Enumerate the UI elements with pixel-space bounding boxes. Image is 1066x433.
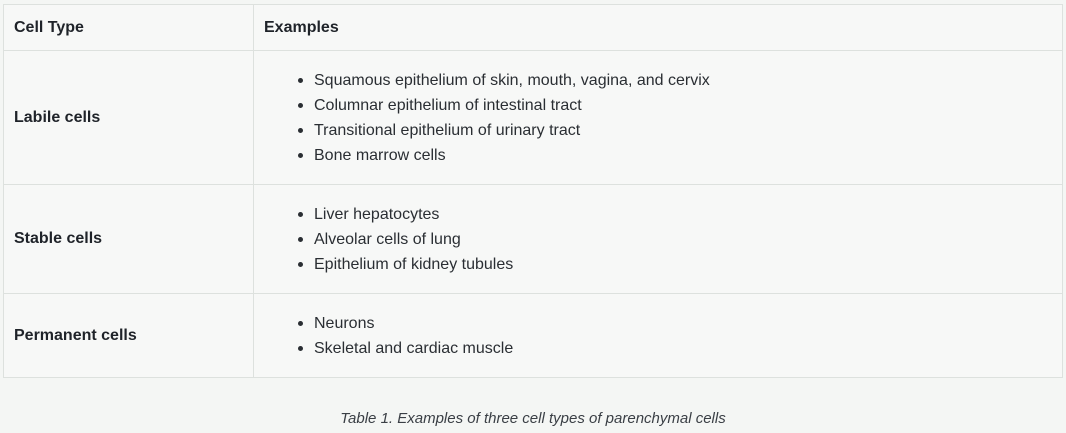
examples-cell: Liver hepatocytes Alveolar cells of lung…: [253, 184, 1063, 294]
list-item: Epithelium of kidney tubules: [298, 252, 1052, 277]
table-row: Permanent cells Neurons Skeletal and car…: [3, 293, 1063, 378]
cell-type-label: Stable cells: [3, 184, 254, 294]
list-item: Transitional epithelium of urinary tract: [298, 118, 1052, 143]
examples-list: Neurons Skeletal and cardiac muscle: [264, 311, 1052, 361]
cell-type-label: Labile cells: [3, 50, 254, 185]
cell-types-table-container: Cell Type Examples Labile cells Squamous…: [3, 4, 1063, 378]
list-item: Bone marrow cells: [298, 143, 1052, 168]
list-item: Neurons: [298, 311, 1052, 336]
list-item: Alveolar cells of lung: [298, 227, 1052, 252]
list-item: Liver hepatocytes: [298, 202, 1052, 227]
header-examples: Examples: [253, 4, 1063, 51]
cell-type-label: Permanent cells: [3, 293, 254, 378]
list-item: Skeletal and cardiac muscle: [298, 336, 1052, 361]
list-item: Columnar epithelium of intestinal tract: [298, 93, 1052, 118]
table-row: Stable cells Liver hepatocytes Alveolar …: [3, 184, 1063, 294]
examples-cell: Squamous epithelium of skin, mouth, vagi…: [253, 50, 1063, 185]
table-row: Labile cells Squamous epithelium of skin…: [3, 50, 1063, 185]
cell-types-table: Cell Type Examples Labile cells Squamous…: [3, 4, 1063, 378]
list-item: Squamous epithelium of skin, mouth, vagi…: [298, 68, 1052, 93]
header-cell-type: Cell Type: [3, 4, 254, 51]
table-header-row: Cell Type Examples: [3, 4, 1063, 51]
examples-list: Squamous epithelium of skin, mouth, vagi…: [264, 68, 1052, 168]
examples-list: Liver hepatocytes Alveolar cells of lung…: [264, 202, 1052, 277]
examples-cell: Neurons Skeletal and cardiac muscle: [253, 293, 1063, 378]
table-caption: Table 1. Examples of three cell types of…: [340, 410, 726, 427]
